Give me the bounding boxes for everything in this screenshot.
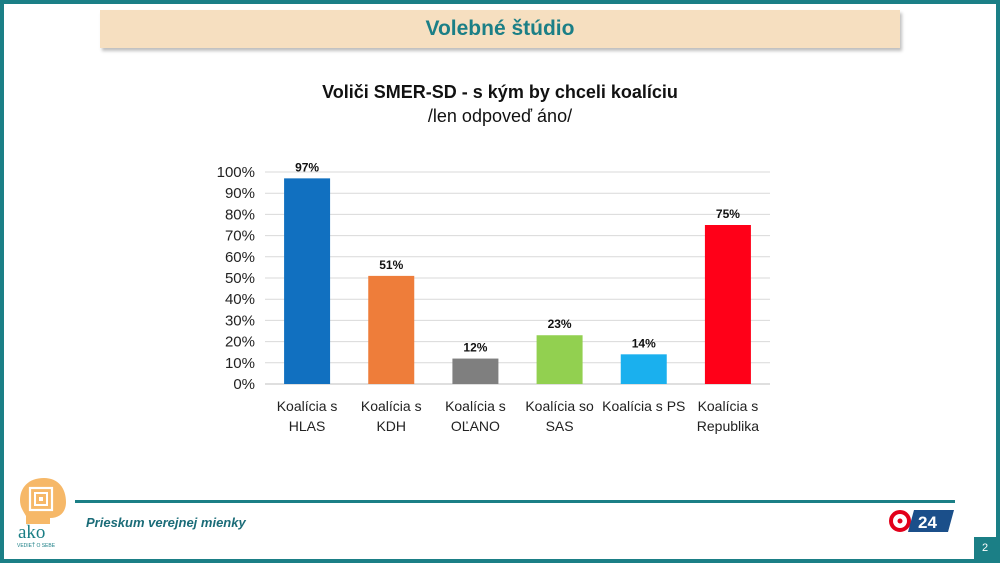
x-tick-label: OĽANO <box>451 418 500 434</box>
y-tick-label: 20% <box>225 334 255 351</box>
data-label: 14% <box>632 336 656 350</box>
tv-channel-logo-icon: 24 <box>889 510 954 532</box>
y-tick-label: 80% <box>225 206 255 223</box>
tv-logo-text: 24 <box>918 513 937 532</box>
bar <box>452 358 499 384</box>
bar <box>368 275 415 384</box>
ako-logo-icon: ako VEDIEŤ O SEBE <box>17 478 66 549</box>
data-label: 97% <box>295 160 319 174</box>
page-number: 2 <box>974 537 996 559</box>
header-banner: Volebné štúdio <box>100 10 900 48</box>
y-tick-label: 60% <box>225 249 255 266</box>
data-label: 51% <box>379 258 403 272</box>
bar <box>284 178 331 384</box>
logo-subtext: VEDIEŤ O SEBE <box>17 541 56 549</box>
y-tick-label: 50% <box>225 270 255 287</box>
x-tick-label: SAS <box>546 418 574 434</box>
y-tick-label: 0% <box>233 376 255 393</box>
x-tick-label: Koalícia s PS <box>602 398 685 414</box>
bar <box>620 354 667 384</box>
data-label: 23% <box>548 317 572 331</box>
x-tick-label: Koalícia s <box>445 398 506 414</box>
y-tick-label: 70% <box>225 228 255 245</box>
header-title: Volebné štúdio <box>425 17 575 40</box>
bar <box>704 225 751 384</box>
y-tick-label: 100% <box>217 164 255 181</box>
x-tick-label: Koalícia s <box>277 398 338 414</box>
bar <box>536 335 583 384</box>
y-tick-label: 10% <box>225 355 255 372</box>
chart-title: Voliči SMER-SD - s kým by chceli koalíci… <box>322 82 678 102</box>
y-tick-label: 90% <box>225 185 255 202</box>
logo-text: ako <box>18 522 45 543</box>
x-tick-label: Republika <box>697 418 759 434</box>
data-label: 12% <box>463 341 487 355</box>
y-tick-label: 30% <box>225 312 255 329</box>
y-tick-label: 40% <box>225 291 255 308</box>
x-tick-label: Koalícia s <box>361 398 422 414</box>
x-tick-label: Koalícia so <box>525 398 594 414</box>
data-label: 75% <box>716 207 740 221</box>
footer-divider <box>75 500 955 503</box>
x-tick-label: KDH <box>376 418 406 434</box>
x-tick-label: HLAS <box>289 418 326 434</box>
chart-subtitle: /len odpoveď áno/ <box>427 106 573 126</box>
footer-tagline: Prieskum verejnej mienky <box>86 515 246 530</box>
x-tick-label: Koalícia s <box>698 398 759 414</box>
